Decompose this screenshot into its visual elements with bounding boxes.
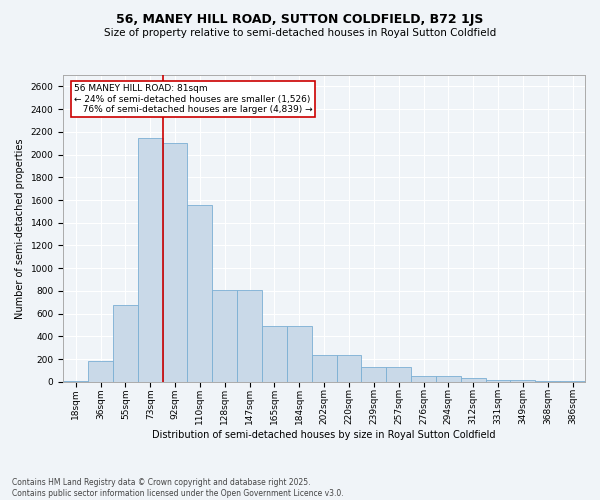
Bar — [262, 326, 287, 382]
Bar — [163, 143, 187, 382]
Bar — [485, 380, 511, 382]
Bar — [560, 380, 585, 382]
Bar — [337, 354, 361, 382]
Bar — [436, 376, 461, 382]
Bar — [312, 354, 337, 382]
Text: 56, MANEY HILL ROAD, SUTTON COLDFIELD, B72 1JS: 56, MANEY HILL ROAD, SUTTON COLDFIELD, B… — [116, 12, 484, 26]
Bar — [63, 380, 88, 382]
Bar — [237, 290, 262, 382]
Bar — [212, 290, 237, 382]
Bar — [535, 380, 560, 382]
Bar — [511, 380, 535, 382]
X-axis label: Distribution of semi-detached houses by size in Royal Sutton Coldfield: Distribution of semi-detached houses by … — [152, 430, 496, 440]
Text: Contains HM Land Registry data © Crown copyright and database right 2025.
Contai: Contains HM Land Registry data © Crown c… — [12, 478, 344, 498]
Text: 56 MANEY HILL ROAD: 81sqm
← 24% of semi-detached houses are smaller (1,526)
   7: 56 MANEY HILL ROAD: 81sqm ← 24% of semi-… — [74, 84, 313, 114]
Bar — [287, 326, 312, 382]
Bar — [361, 367, 386, 382]
Bar — [113, 304, 138, 382]
Y-axis label: Number of semi-detached properties: Number of semi-detached properties — [15, 138, 25, 318]
Bar — [386, 367, 411, 382]
Bar — [411, 376, 436, 382]
Text: Size of property relative to semi-detached houses in Royal Sutton Coldfield: Size of property relative to semi-detach… — [104, 28, 496, 38]
Bar — [88, 362, 113, 382]
Bar — [138, 138, 163, 382]
Bar — [461, 378, 485, 382]
Bar — [187, 204, 212, 382]
